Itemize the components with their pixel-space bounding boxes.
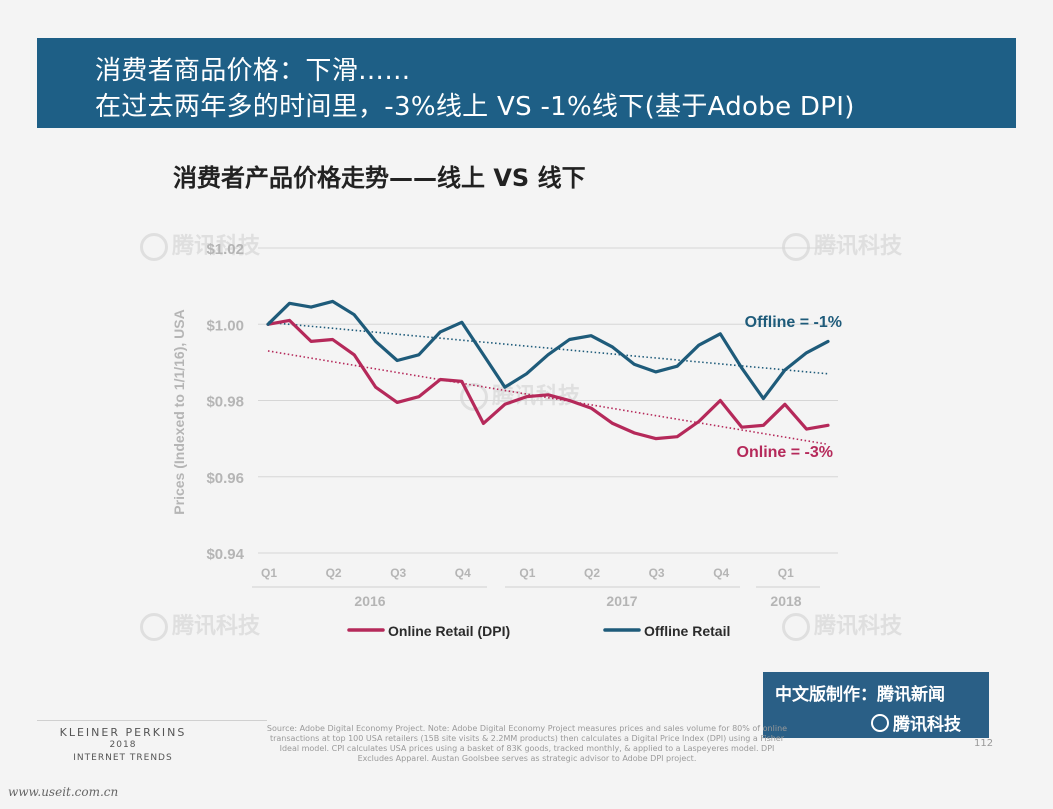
page-number: 112	[974, 738, 994, 749]
series-line	[266, 318, 830, 441]
footer-divider	[37, 720, 267, 721]
trend-line	[267, 350, 829, 446]
series-annotation: Offline = -1%	[745, 314, 842, 331]
legend-label: Online Retail (DPI)	[388, 623, 510, 639]
series-annotation: Online = -3%	[737, 444, 833, 461]
tencent-logo-icon	[871, 714, 889, 732]
kleiner-perkins-logo: KLEINER PERKINS 2018 INTERNET TRENDS	[52, 726, 194, 765]
x-year-label: 2017	[606, 593, 637, 609]
watermark: 腾讯科技	[782, 608, 902, 641]
legend-label: Offline Retail	[644, 623, 730, 639]
watermark-text: 腾讯科技	[814, 234, 903, 259]
watermark-logo-icon	[140, 613, 168, 641]
x-year-label: 2016	[354, 593, 385, 609]
watermark-logo-icon	[782, 233, 810, 261]
series-line	[266, 299, 830, 401]
x-tick-label: Q3	[649, 566, 665, 580]
source-note: Source: Adobe Digital Economy Project. N…	[266, 724, 788, 763]
slide-header: 消费者商品价格：下滑…… 在过去两年多的时间里，-3%线上 VS -1%线下(基…	[37, 38, 1016, 128]
watermark-text: 腾讯科技	[814, 614, 903, 639]
y-axis-label: Prices (Indexed to 1/1/16), USA	[171, 309, 187, 514]
credit-row2-text: 腾讯科技	[893, 715, 961, 735]
watermark: 腾讯科技	[140, 228, 260, 261]
x-tick-label: Q2	[584, 566, 600, 580]
brand-line2: 2018	[109, 740, 137, 750]
x-tick-label: Q1	[261, 566, 277, 580]
header-title-line1: 消费者商品价格：下滑……	[95, 56, 411, 86]
trend-line	[267, 321, 829, 375]
credit-producer: 中文版制作：腾讯新闻	[775, 680, 945, 705]
site-watermark: www.useit.com.cn	[8, 785, 119, 799]
y-tick-label: $1.00	[206, 317, 244, 334]
watermark-text: 腾讯科技	[172, 234, 261, 259]
watermark: 腾讯科技	[782, 228, 902, 261]
watermark-logo-icon	[782, 613, 810, 641]
credit-tencent-tech: 腾讯科技	[871, 710, 961, 735]
x-tick-label: Q1	[519, 566, 535, 580]
x-tick-label: Q4	[455, 566, 471, 580]
x-year-label: 2018	[770, 593, 801, 609]
chart-title: 消费者产品价格走势——线上 VS 线下	[173, 164, 586, 192]
y-tick-label: $1.02	[206, 241, 244, 258]
x-tick-label: Q3	[390, 566, 406, 580]
credit-box: 中文版制作：腾讯新闻 腾讯科技	[763, 672, 989, 738]
brand-line1: KLEINER PERKINS	[59, 726, 187, 739]
header-title-line2: 在过去两年多的时间里，-3%线上 VS -1%线下(基于Adobe DPI)	[95, 92, 855, 122]
x-tick-label: Q1	[778, 566, 794, 580]
watermark-logo-icon	[140, 233, 168, 261]
x-tick-label: Q4	[713, 566, 729, 580]
credit-row1-text: 中文版制作：腾讯新闻	[775, 685, 945, 705]
x-tick-label: Q2	[326, 566, 342, 580]
y-tick-label: $0.98	[206, 394, 244, 411]
watermark-text: 腾讯科技	[172, 614, 261, 639]
y-tick-label: $0.94	[206, 546, 244, 563]
brand-line3: INTERNET TRENDS	[73, 753, 173, 763]
y-tick-label: $0.96	[206, 470, 244, 487]
watermark: 腾讯科技	[140, 608, 260, 641]
